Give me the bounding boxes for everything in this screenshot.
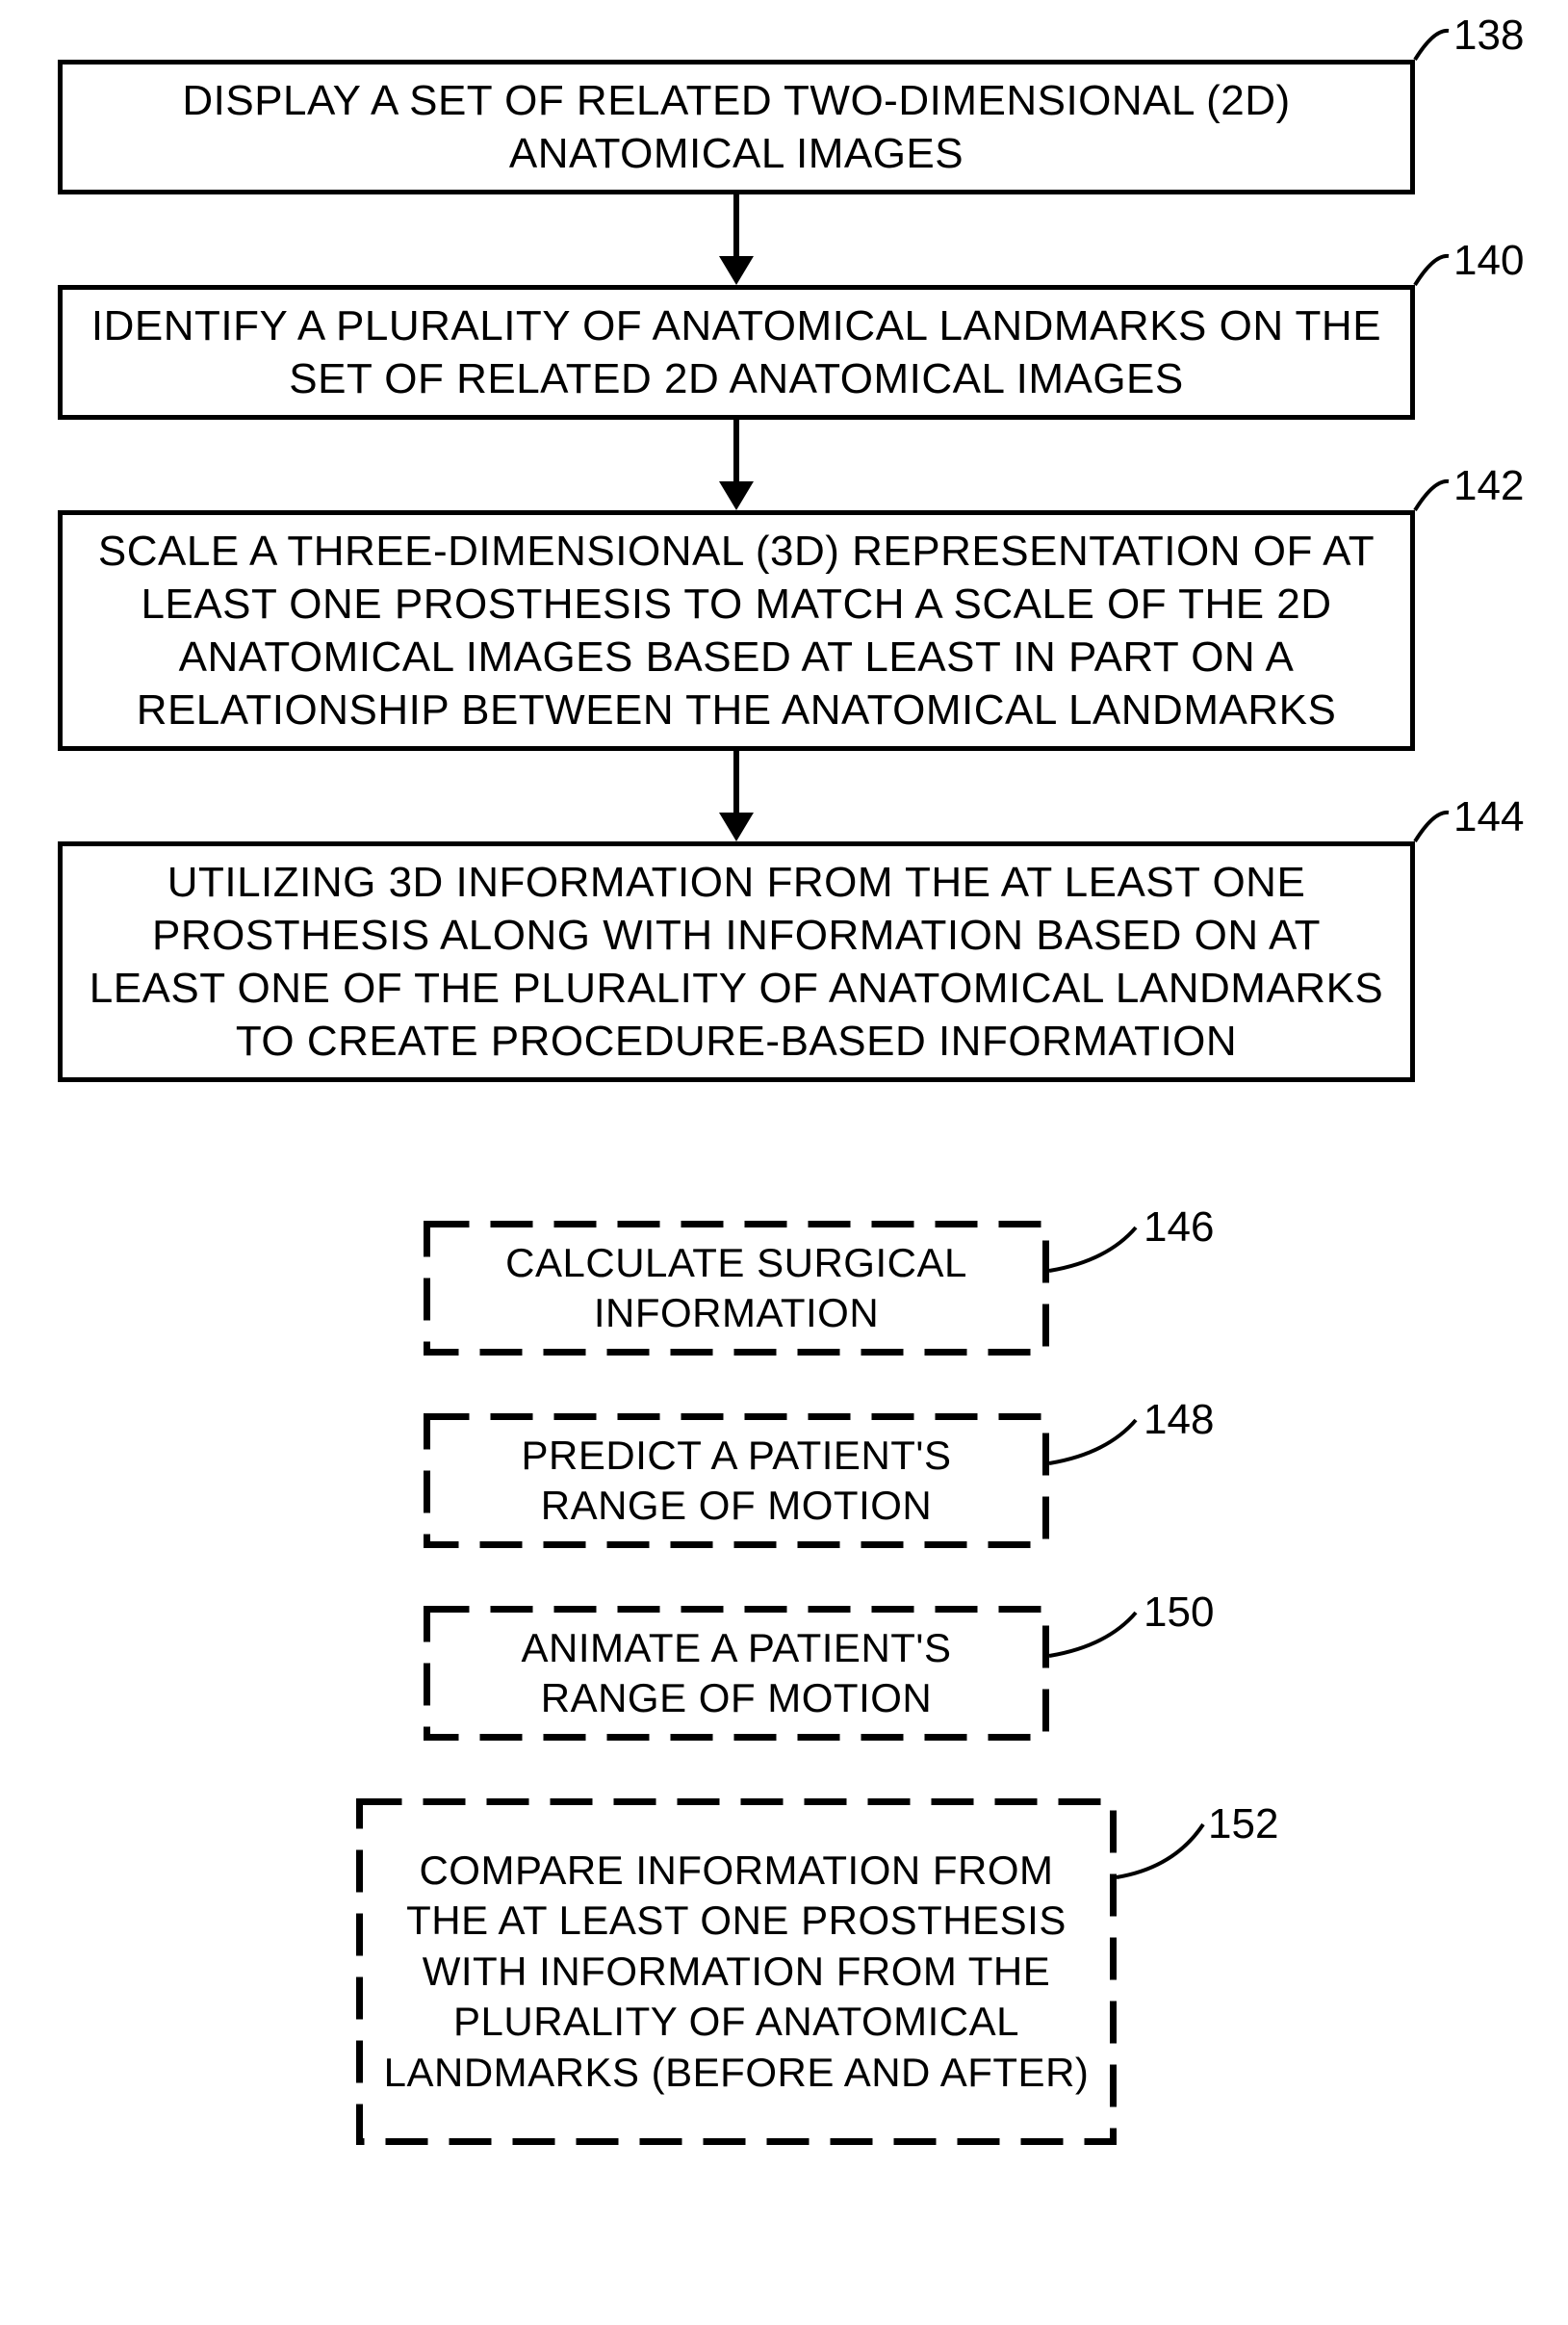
leader-l152: [0, 0, 1568, 2325]
flowchart-canvas: DISPLAY A SET OF RELATED TWO-DIMENSIONAL…: [0, 0, 1568, 2325]
